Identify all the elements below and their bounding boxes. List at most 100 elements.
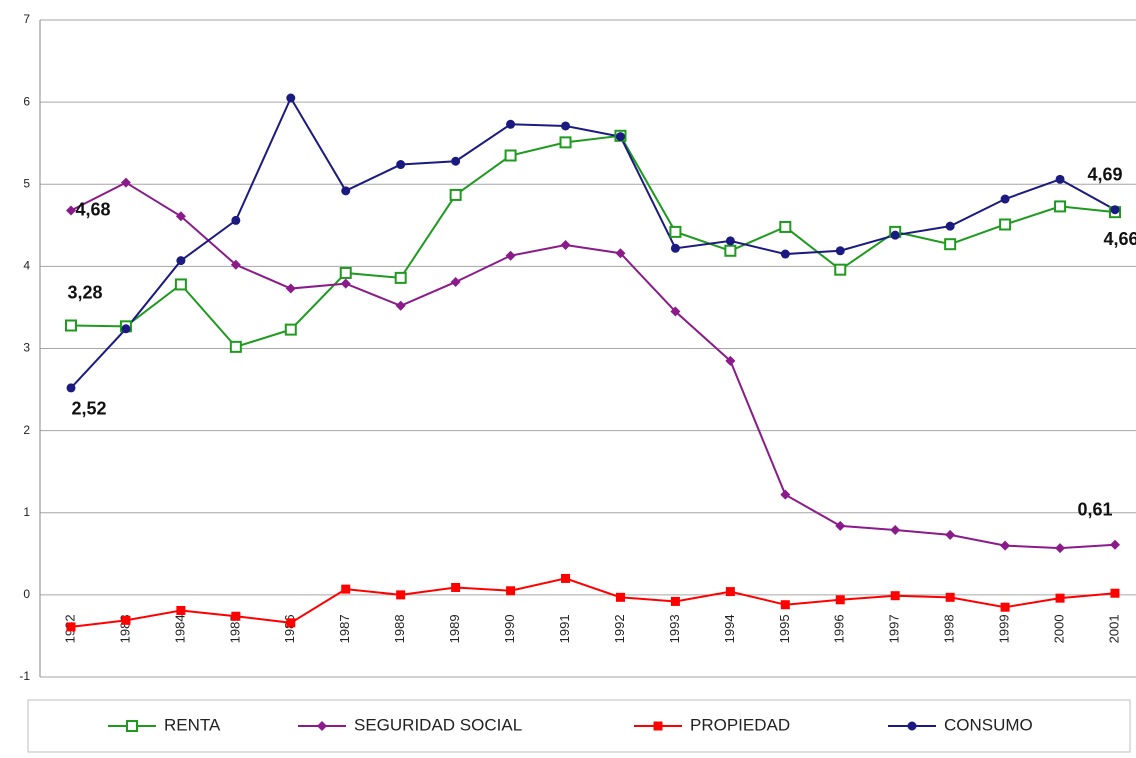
point [341, 584, 351, 594]
point [615, 132, 625, 142]
point [559, 136, 572, 149]
point [780, 489, 791, 500]
point [286, 618, 296, 628]
point [835, 520, 846, 531]
data-label: 4,68 [75, 199, 110, 219]
x-tick-label: 1993 [667, 614, 682, 643]
point [780, 600, 790, 610]
point [121, 324, 131, 334]
point [560, 240, 571, 251]
legend-box [27, 699, 1131, 753]
point [339, 266, 352, 279]
point [231, 611, 241, 621]
y-tick-label: 3 [23, 341, 30, 355]
point [1000, 602, 1010, 612]
point [561, 573, 571, 583]
series-line [70, 577, 1116, 628]
x-tick-label: 1990 [502, 614, 517, 643]
y-tick-label: 4 [23, 259, 30, 273]
y-tick-label: 6 [23, 94, 30, 108]
point [944, 238, 957, 251]
point [174, 278, 187, 291]
point [506, 119, 516, 129]
point [615, 248, 626, 259]
legend-marker [653, 721, 663, 731]
point [945, 592, 955, 602]
point [341, 186, 351, 196]
series-line [70, 134, 1116, 349]
point [945, 221, 955, 231]
point [1055, 593, 1065, 603]
x-tick-label: 1989 [447, 614, 462, 643]
x-tick-label: 1995 [777, 614, 792, 643]
point [396, 590, 406, 600]
data-label: 4,66 [1103, 229, 1136, 249]
point [66, 383, 76, 393]
point [835, 246, 845, 256]
point [449, 188, 462, 201]
x-tick-label: 1992 [612, 614, 627, 643]
point [285, 283, 296, 294]
y-tick-label: -1 [19, 669, 30, 683]
data-label: 2,52 [71, 399, 106, 419]
point [504, 149, 517, 162]
point [1110, 205, 1120, 215]
legend-label: PROPIEDAD [690, 715, 790, 734]
legend-label: CONSUMO [944, 715, 1033, 734]
x-tick-label: 1997 [887, 614, 902, 643]
point [615, 592, 625, 602]
legend-marker [126, 720, 138, 732]
x-tick-label: 1994 [722, 614, 737, 643]
point [120, 177, 131, 188]
point [451, 582, 461, 592]
point [66, 622, 76, 632]
point [231, 215, 241, 225]
point [340, 278, 351, 289]
point [284, 323, 297, 336]
legend-label: SEGURIDAD SOCIAL [354, 715, 522, 734]
point [1055, 543, 1066, 554]
point [1110, 588, 1120, 598]
point [670, 596, 680, 606]
x-tick-label: 1998 [942, 614, 957, 643]
point [725, 355, 736, 366]
x-tick-label: 1984 [172, 614, 187, 643]
point [396, 160, 406, 170]
point [394, 271, 407, 284]
point [561, 121, 571, 131]
point [725, 236, 735, 246]
x-tick-label: 1999 [997, 614, 1012, 643]
point [1000, 194, 1010, 204]
point [395, 300, 406, 311]
point [175, 211, 186, 222]
point [724, 244, 737, 257]
x-tick-label: 2001 [1106, 614, 1121, 643]
point [890, 591, 900, 601]
legend-marker [317, 721, 327, 731]
point [230, 259, 241, 270]
point [890, 230, 900, 240]
x-tick-label: 1987 [337, 614, 352, 643]
y-tick-label: 0 [23, 587, 30, 601]
point [999, 218, 1012, 231]
point [450, 276, 461, 287]
point [1000, 540, 1011, 551]
y-tick-label: 7 [23, 12, 30, 26]
legend-marker [907, 721, 917, 731]
x-tick-label: 2000 [1051, 614, 1066, 643]
point [780, 249, 790, 259]
y-tick-label: 5 [23, 176, 30, 190]
point [66, 205, 76, 216]
legend-label: RENTA [164, 715, 221, 734]
point [834, 263, 847, 276]
point [1054, 200, 1067, 213]
x-tick-label: 1996 [832, 614, 847, 643]
y-tick-label: 2 [23, 423, 30, 437]
x-tick-label: 1991 [557, 614, 572, 643]
point [176, 605, 186, 615]
point [176, 256, 186, 266]
point [505, 250, 516, 261]
series-line [70, 95, 1116, 389]
point [945, 529, 956, 540]
